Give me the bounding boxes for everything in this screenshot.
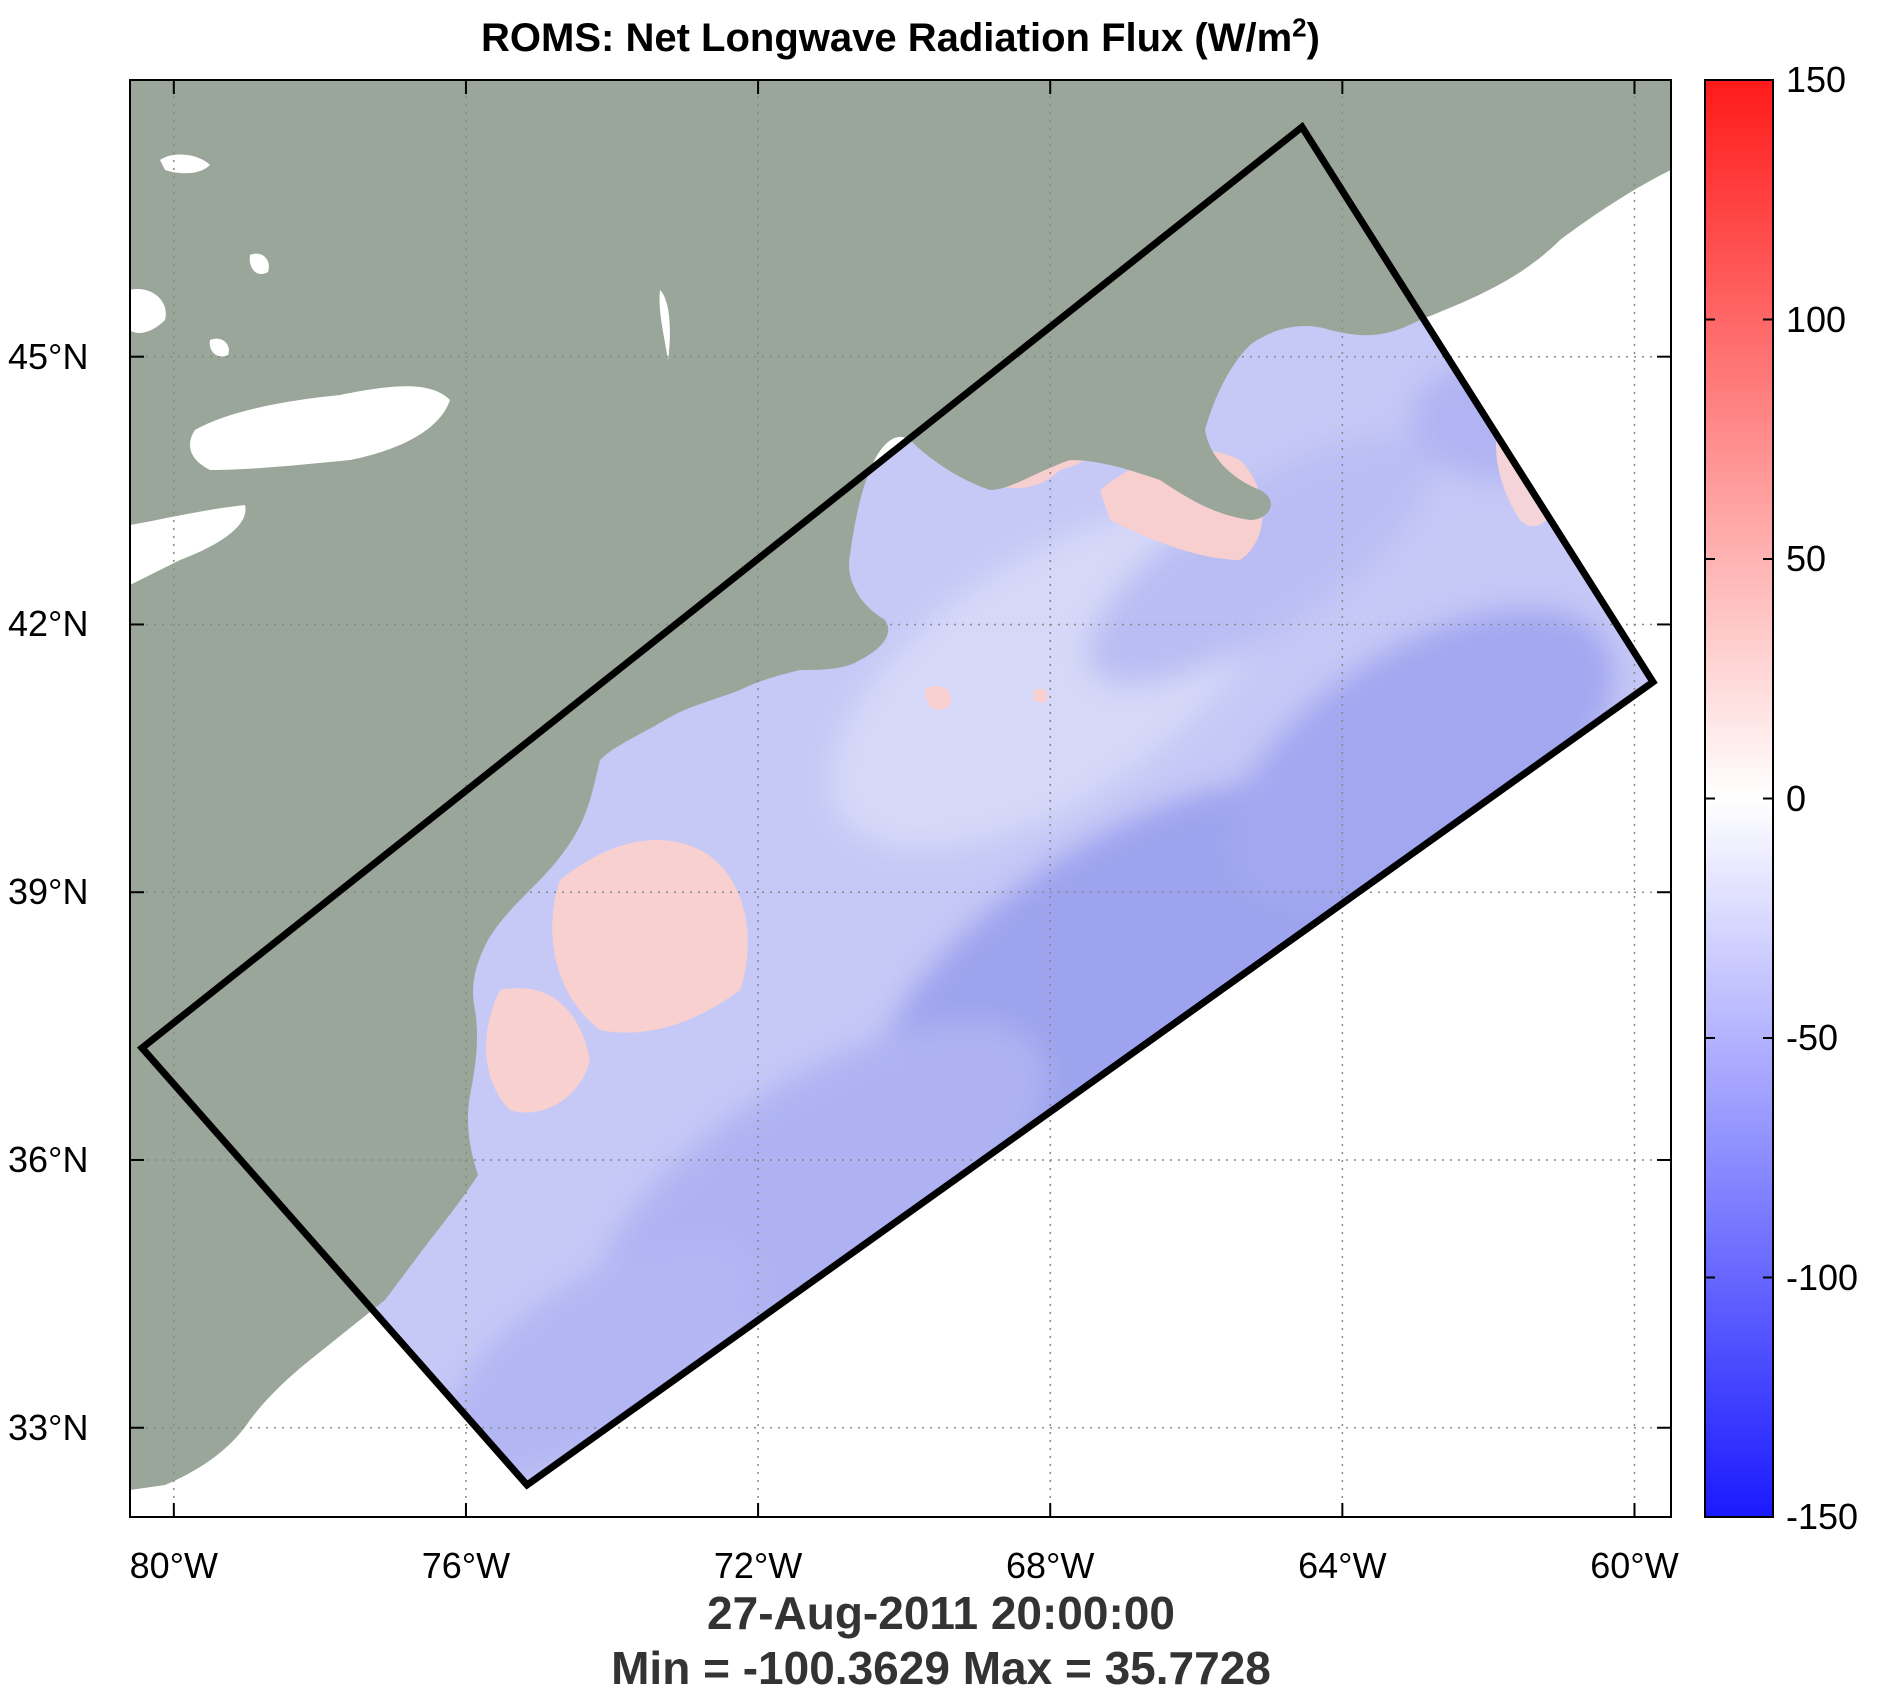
lat-tick-label: 45°N [8,335,89,377]
colorbar-tick-label: -100 [1786,1256,1859,1298]
lon-tick-label: 80°W [129,1545,219,1586]
graticule [130,80,1671,1517]
colorbar [1704,79,1774,1518]
timestamp: 27-Aug-2011 20:00:00 [707,1587,1175,1639]
axes-frame [129,79,1672,1518]
lat-tick-label: 39°N [8,871,89,913]
land-masses [130,80,1671,1490]
warm-patch-mid-atlantic [552,840,748,1033]
lat-tick-label: 36°N [8,1138,89,1180]
colorbar-tick-label: 0 [1786,777,1807,819]
lakes [130,154,670,585]
colorbar-ticks [1705,79,1773,1518]
colorbar-tick-label: -150 [1786,1496,1859,1537]
colorbar-tick-label: 50 [1786,538,1827,579]
colorbar-tick-label: 150 [1786,59,1847,100]
axis-ticks [130,80,1671,1517]
lon-tick-label: 76°W [421,1545,511,1586]
warm-patch-chesapeake-shelf [486,988,590,1113]
chart-title: ROMS: Net Longwave Radiation Flux (W/m2) [481,12,1320,60]
lat-tick-label: 42°N [8,603,89,645]
colorbar-tick-label: 100 [1786,298,1847,340]
lon-tick-label: 72°W [713,1545,803,1586]
lon-tick-label: 68°W [1005,1545,1095,1586]
lon-tick-label: 64°W [1298,1545,1387,1586]
colorbar-tick-label: -50 [1786,1017,1839,1058]
lat-tick-label: 33°N [8,1406,89,1448]
min-max-readout: Min = -100.3629 Max = 35.7728 [611,1642,1271,1694]
model-domain-outline [136,121,1658,1490]
lon-tick-label: 60°W [1590,1545,1679,1586]
